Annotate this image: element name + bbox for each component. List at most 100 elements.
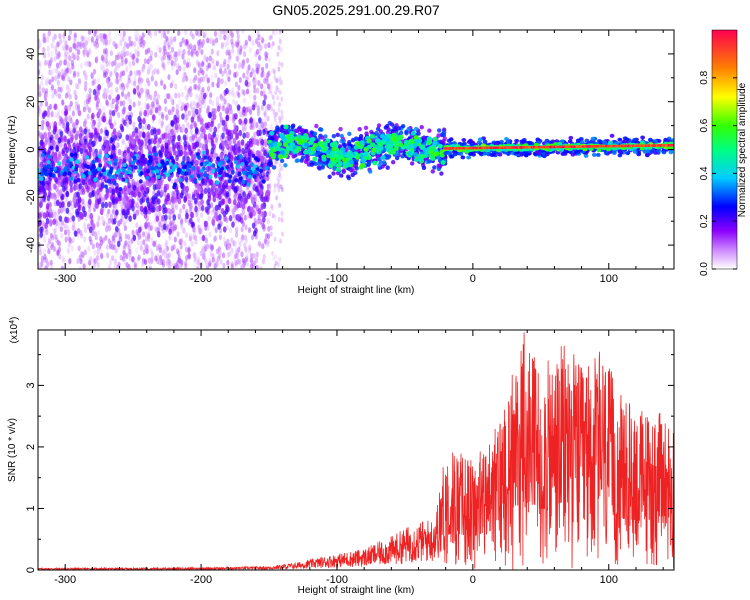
spectral-point: [49, 219, 53, 226]
spectral-point: [81, 41, 86, 48]
spectral-point: [137, 254, 141, 261]
spectral-point: [185, 114, 189, 121]
spectral-point: [244, 79, 249, 87]
spectral-point: [39, 176, 44, 182]
spectral-point: [204, 30, 208, 37]
spectral-point: [236, 140, 240, 148]
spectral-point: [167, 109, 172, 116]
spectral-point: [110, 244, 115, 251]
spectral-point: [179, 41, 183, 48]
spectral-point: [234, 232, 239, 239]
spectral-point: [131, 204, 135, 212]
spectral-point: [111, 143, 116, 151]
spectral-point: [111, 198, 116, 206]
spectral-point: [169, 82, 173, 89]
spectral-point: [177, 92, 181, 99]
spectral-point: [185, 94, 189, 101]
spectral-point: [117, 62, 121, 69]
spectral-point: [83, 236, 87, 243]
spectral-point: [69, 79, 73, 86]
spectral-point: [124, 233, 128, 240]
spectral-point: [46, 160, 51, 165]
spectral-point: [242, 191, 246, 198]
spectral-point: [196, 116, 200, 123]
spectral-point: [218, 200, 222, 208]
spectral-point: [46, 32, 50, 39]
spectral-point: [44, 88, 49, 95]
spectral-point: [217, 223, 221, 230]
spectral-point: [38, 261, 41, 268]
spectral-point: [96, 77, 101, 84]
spectral-point: [120, 91, 125, 98]
spectral-point: [38, 241, 41, 248]
spectral-point: [265, 190, 269, 197]
spectral-point: [157, 162, 162, 168]
spectral-point: [46, 138, 51, 145]
spectral-point: [230, 247, 234, 254]
spectral-point: [200, 204, 205, 212]
spectral-point: [194, 30, 199, 36]
spectral-point: [206, 77, 211, 84]
spectral-point: [93, 30, 97, 37]
spectral-point: [83, 36, 87, 43]
spectral-point: [123, 242, 127, 249]
spectral-point: [106, 179, 111, 184]
spectral-point: [41, 144, 45, 152]
spectral-point: [77, 227, 81, 234]
spectral-point: [158, 118, 162, 125]
spectral-point: [136, 84, 140, 91]
spectral-point: [109, 71, 113, 78]
spectral-point: [73, 89, 77, 96]
spectral-point: [253, 164, 258, 169]
spectral-point: [128, 215, 132, 222]
spectral-point: [195, 93, 199, 100]
spectral-point: [76, 191, 80, 198]
spectral-point: [68, 30, 73, 36]
spectral-point: [357, 126, 362, 132]
spectral-point: [235, 148, 239, 156]
spectral-point: [105, 225, 109, 232]
spectral-point: [177, 30, 181, 36]
spectral-point: [109, 166, 114, 171]
spectral-point: [63, 59, 67, 66]
spectral-point: [196, 39, 201, 46]
spectral-point: [135, 57, 139, 64]
spectral-point: [46, 194, 51, 202]
spectral-point: [109, 50, 114, 57]
spectral-point: [107, 219, 111, 226]
spectral-point: [64, 50, 68, 57]
spectral-point: [195, 152, 200, 157]
spectral-point: [219, 258, 223, 265]
spectral-point: [267, 89, 271, 95]
spectral-point: [276, 87, 280, 93]
spectral-point: [225, 172, 230, 178]
spectral-point: [122, 162, 127, 168]
figure-title: GN05.2025.291.00.29.R07: [272, 2, 440, 18]
spectral-point: [83, 138, 88, 145]
spectral-point: [105, 129, 110, 137]
spectral-point: [263, 111, 267, 118]
spectral-point: [74, 94, 78, 101]
spectral-point: [187, 246, 191, 253]
spectral-point: [260, 71, 264, 78]
spectral-point: [257, 208, 262, 215]
spectral-point: [81, 198, 85, 205]
spectral-point: [115, 71, 119, 78]
spectral-point: [230, 170, 235, 175]
spectral-point: [277, 66, 281, 72]
spectral-point: [207, 203, 211, 210]
spectral-point: [86, 36, 91, 43]
spectral-point: [200, 132, 204, 139]
spectral-point: [163, 32, 167, 39]
spectral-point: [385, 165, 390, 170]
spectral-point: [87, 142, 91, 149]
spectral-point: [69, 157, 74, 162]
spectral-point: [241, 147, 245, 155]
spectral-point: [52, 166, 57, 172]
spectral-point: [58, 190, 62, 197]
spectral-point: [164, 148, 169, 155]
spectral-point: [56, 239, 60, 246]
spectral-point: [83, 227, 88, 234]
spectral-point: [409, 161, 415, 166]
spectral-point: [121, 70, 126, 77]
